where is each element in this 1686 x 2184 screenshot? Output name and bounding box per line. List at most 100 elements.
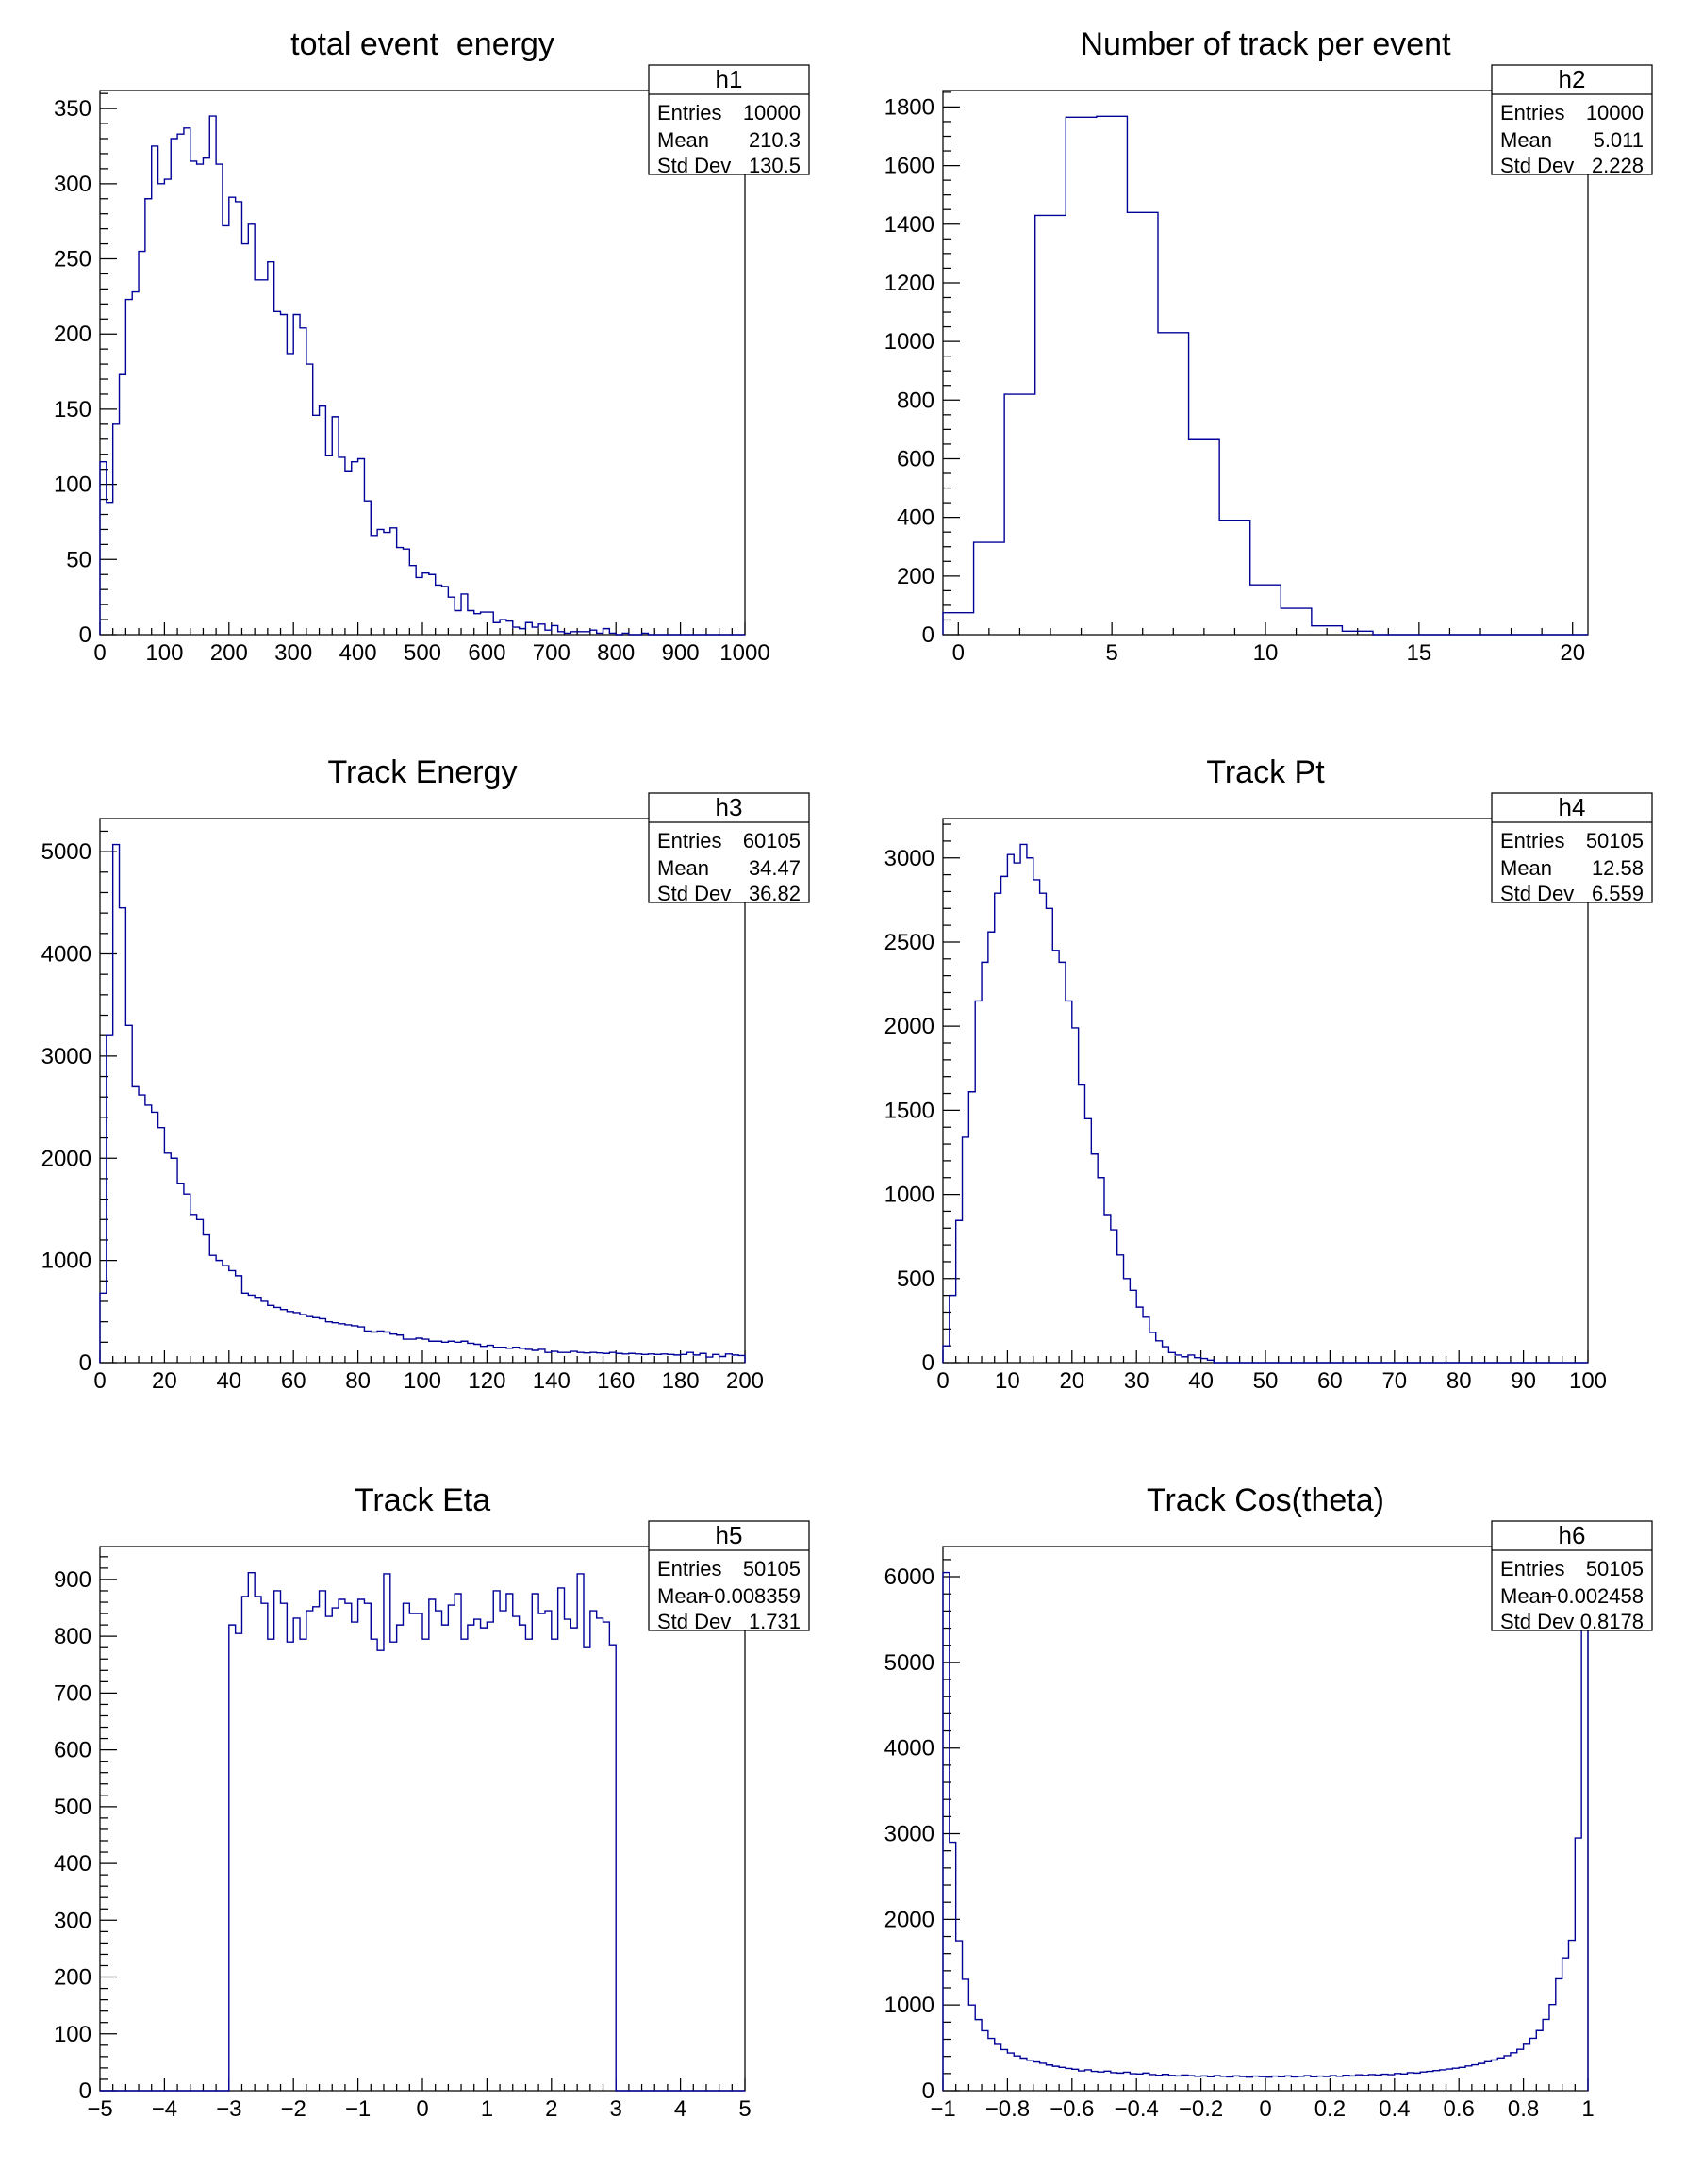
- x-axis-tick-label: 900: [662, 640, 700, 666]
- y-axis-tick-label: 1500: [884, 1098, 934, 1123]
- y-axis-tick-label: 5000: [41, 839, 91, 865]
- y-axis-tick-label: 1600: [884, 154, 934, 179]
- stats-entries-label: Entries: [1500, 829, 1564, 852]
- stats-mean-label: Mean: [1500, 856, 1552, 880]
- h4-stats-box: h4 Entries 50105 Mean 12.58 Std Dev 6.55…: [1491, 792, 1653, 905]
- h1-stats-box: h1 Entries 10000 Mean 210.3 Std Dev 130.…: [648, 64, 810, 177]
- pad-h6: −1 −0.8 −0.6 −0.4 −0.2 0 0.2 0.4 0.6 0.8 1 0 1000 200…: [843, 1456, 1686, 2184]
- stats-stddev-value: 36.82: [749, 882, 801, 905]
- stats-stddev-value: 1.731: [749, 1610, 801, 1633]
- x-axis-tick-label: −4: [152, 2096, 177, 2122]
- x-axis-tick-label: 0: [93, 640, 106, 666]
- stats-entries-label: Entries: [657, 101, 721, 124]
- pad-h5: −5 −4 −3 −2 −1 0 1 2 3 4 5 0 100 200 300 400 500 600 700 80…: [0, 1456, 843, 2184]
- h2-plot-title: Number of track per event: [1080, 26, 1451, 62]
- x-axis-tick-label: 500: [404, 640, 441, 666]
- h3-histogram-canvas: 0 20 40 60 80 100 120 140 160 180 2000100020003000…: [41, 754, 810, 1394]
- histogram-step-line: [99, 843, 746, 1363]
- x-axis-tick-label: 0: [1259, 2096, 1271, 2122]
- x-axis-tick-label: 10: [995, 1368, 1020, 1394]
- stats-stddev-value: 6.559: [1592, 882, 1644, 905]
- stats-box-frame: [648, 64, 810, 175]
- histogram-step-line: [942, 843, 1588, 1364]
- stats-stddev-label: Std Dev: [657, 1610, 731, 1633]
- stats-stddev-value: 2.228: [1592, 154, 1644, 177]
- h1-histogram-canvas: 0 100 200 300 400 500 600 700 800 900 100005010015…: [54, 26, 810, 666]
- x-axis-tick-label: 80: [1446, 1368, 1472, 1394]
- y-axis-tick-label: 600: [897, 446, 934, 472]
- y-axis-tick-label: 250: [54, 247, 91, 273]
- y-axis-tick-label: 1400: [884, 212, 934, 238]
- y-axis-tick-label: 1800: [884, 94, 934, 120]
- x-axis-tick-label: 600: [468, 640, 505, 666]
- y-axis-tick-label: 1000: [41, 1249, 91, 1274]
- x-axis-tick-label: 400: [339, 640, 377, 666]
- y-axis-tick-label: 1000: [884, 329, 934, 355]
- stats-entries-value: 50105: [1586, 829, 1644, 852]
- stats-mean-value: 210.3: [749, 128, 801, 152]
- y-axis-tick-label: 1000: [884, 1993, 934, 2018]
- h2-stats-box: h2 Entries 10000 Mean 5.011 Std Dev 2.22…: [1491, 64, 1653, 177]
- x-axis-tick-label: 0: [952, 640, 965, 666]
- stats-mean-label: Mean: [657, 1584, 709, 1608]
- stats-entries-value: 10000: [1586, 101, 1644, 124]
- y-axis-tick-label: 200: [54, 1965, 91, 1991]
- stats-stddev-value: 0.8178: [1580, 1610, 1644, 1633]
- x-axis-tick-label: 3: [610, 2096, 622, 2122]
- x-axis-tick-label: 200: [210, 640, 248, 666]
- stats-entries-label: Entries: [1500, 101, 1564, 124]
- x-axis-tick-label: 60: [1317, 1368, 1343, 1394]
- stats-mean-label: Mean: [1500, 1584, 1552, 1608]
- h6-stats-box: h6 Entries 50105 Mean −0.002458 Std Dev …: [1491, 1520, 1653, 1633]
- x-axis-tick-label: 0.6: [1444, 2096, 1475, 2122]
- y-axis-tick-label: 100: [54, 472, 91, 498]
- h4-histogram-canvas: 0 10 20 30 40 50 60 70 80 90 100050010001500200025…: [884, 754, 1653, 1394]
- x-axis-tick-label: 40: [1188, 1368, 1214, 1394]
- x-axis-tick-label: 0: [936, 1368, 949, 1394]
- pad-h3: 0 20 40 60 80 100 120 140 160 180 200 0 1000 2000 3000…: [0, 728, 843, 1456]
- y-axis-tick-label: 350: [54, 96, 91, 122]
- h5-plot-area: −5 −4 −3 −2 −1 0 1 2 3 4 5 0 100 200 300 400 500 600 700 80…: [54, 1546, 752, 2122]
- y-axis-tick-label: 150: [54, 397, 91, 422]
- y-axis-tick-label: 5000: [884, 1650, 934, 1676]
- x-axis-tick-label: 300: [274, 640, 312, 666]
- h5-stats-box: h5 Entries 50105 Mean −0.008359 Std Dev …: [648, 1520, 810, 1633]
- x-axis-tick-label: −1: [930, 2096, 955, 2122]
- y-axis-tick-label: 50: [66, 547, 91, 572]
- pad-h4: 0 10 20 30 40 50 60 70 80 90 100 0 500 1000 1500 2000 25…: [843, 728, 1686, 1456]
- stats-box-frame: [1491, 792, 1653, 903]
- stats-box-frame: [648, 1520, 810, 1631]
- x-axis-tick-label: 180: [662, 1368, 700, 1394]
- stats-mean-value: 34.47: [749, 856, 801, 880]
- histogram-step-line: [99, 115, 745, 636]
- x-axis-tick-label: 0.4: [1379, 2096, 1410, 2122]
- stats-entries-label: Entries: [1500, 1557, 1564, 1580]
- x-axis-tick-label: 70: [1381, 1368, 1407, 1394]
- x-axis-tick-label: −0.8: [985, 2096, 1030, 2122]
- x-axis-tick-label: −5: [87, 2096, 112, 2122]
- x-axis-tick-label: 800: [597, 640, 635, 666]
- stats-mean-label: Mean: [1500, 128, 1552, 152]
- y-axis-tick-label: 0: [922, 1350, 934, 1376]
- x-axis-tick-label: 60: [281, 1368, 306, 1394]
- h5-plot-title: Track Eta: [355, 1482, 490, 1518]
- stats-entries-label: Entries: [657, 829, 721, 852]
- y-axis-tick-label: 400: [897, 505, 934, 531]
- y-axis-tick-label: 3000: [41, 1044, 91, 1069]
- stats-entries-label: Entries: [657, 1557, 721, 1580]
- y-axis-tick-label: 600: [54, 1738, 91, 1763]
- x-axis-tick-label: 1: [1581, 2096, 1594, 2122]
- x-axis-tick-label: 1: [481, 2096, 493, 2122]
- x-axis-tick-label: 80: [345, 1368, 371, 1394]
- stats-stddev-label: Std Dev: [1500, 154, 1574, 177]
- y-axis-tick-label: 0: [922, 622, 934, 648]
- h4-plot-title: Track Pt: [1206, 754, 1325, 790]
- x-axis-tick-label: 40: [216, 1368, 241, 1394]
- x-axis-tick-label: 100: [1569, 1368, 1607, 1394]
- stats-stddev-label: Std Dev: [1500, 882, 1574, 905]
- h6-histogram-canvas: −1 −0.8 −0.6 −0.4 −0.2 0 0.2 0.4 0.6 0.8 1 0 1000 200…: [884, 1482, 1653, 2122]
- y-axis-tick-label: 3000: [884, 846, 934, 871]
- stats-hist-name: h4: [1559, 793, 1586, 821]
- y-axis-tick-label: 800: [54, 1624, 91, 1649]
- stats-entries-value: 10000: [743, 101, 801, 124]
